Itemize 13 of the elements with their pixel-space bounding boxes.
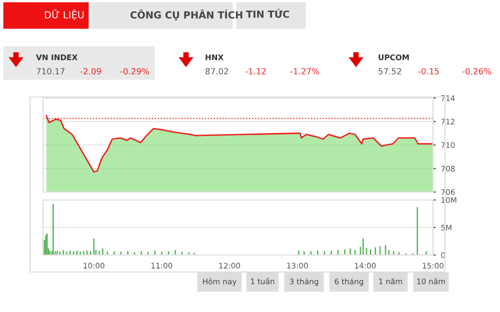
text: TIN TỨC: [246, 8, 290, 18]
text: -2.09: [80, 68, 101, 74]
text: DỮ LIỆU: [44, 9, 84, 20]
text: -0.15: [418, 68, 439, 74]
text: 87.02: [206, 68, 228, 74]
text: -0.29%: [120, 68, 150, 74]
text: -1.27%: [290, 68, 320, 74]
text: 710.17: [36, 68, 64, 74]
text: 57.52: [378, 68, 402, 74]
text: -0.26%: [462, 68, 492, 74]
text: -1.12: [245, 68, 266, 74]
text: CÔNG CỤ PHÂN TÍCH: [130, 9, 242, 21]
line-series: [46, 114, 433, 173]
